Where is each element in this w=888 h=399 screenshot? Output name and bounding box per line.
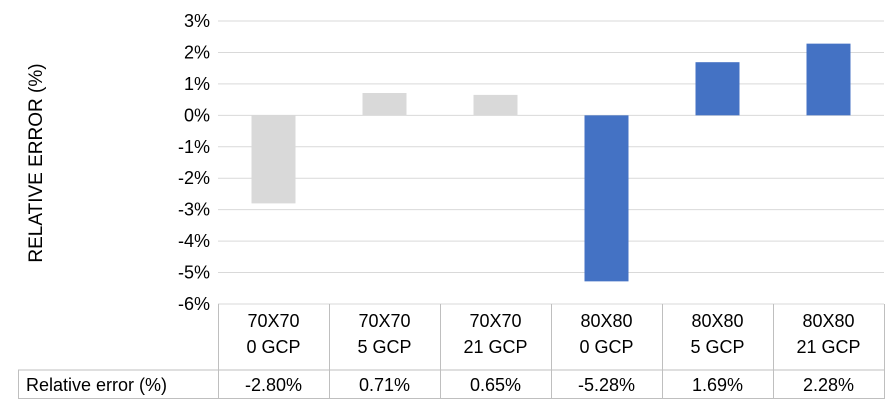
y-tick-label: -4% (178, 231, 210, 251)
data-label: 0.65% (470, 375, 521, 395)
data-label: 0.71% (359, 375, 410, 395)
y-tick-label: 2% (184, 42, 210, 62)
table-row-label: Relative error (%) (26, 375, 167, 395)
category-label: 5 GCP (357, 337, 411, 357)
bar (695, 62, 740, 116)
y-tick-label: -5% (178, 263, 210, 283)
category-label: 70X70 (247, 311, 299, 331)
category-label: 80X80 (691, 311, 743, 331)
y-tick-label: -3% (178, 200, 210, 220)
bar (584, 115, 629, 282)
y-tick-label: 0% (184, 105, 210, 125)
category-label: 80X80 (802, 311, 854, 331)
category-label: 5 GCP (690, 337, 744, 357)
category-label: 21 GCP (463, 337, 527, 357)
bar (362, 93, 407, 116)
y-tick-label: -1% (178, 137, 210, 157)
category-label: 70X70 (469, 311, 521, 331)
data-label: 2.28% (803, 375, 854, 395)
bar (251, 115, 296, 204)
y-axis-title: RELATIVE ERROR (%) (26, 63, 47, 262)
bar (473, 94, 518, 116)
bar (806, 43, 851, 116)
data-label: -5.28% (578, 375, 635, 395)
category-label: 21 GCP (796, 337, 860, 357)
y-tick-label: 3% (184, 11, 210, 31)
y-tick-label: -6% (178, 294, 210, 314)
category-label: 80X80 (580, 311, 632, 331)
category-label: 0 GCP (246, 337, 300, 357)
category-label: 70X70 (358, 311, 410, 331)
data-label: 1.69% (692, 375, 743, 395)
data-label: -2.80% (245, 375, 302, 395)
y-tick-label: 1% (184, 74, 210, 94)
y-tick-label: -2% (178, 168, 210, 188)
category-label: 0 GCP (579, 337, 633, 357)
